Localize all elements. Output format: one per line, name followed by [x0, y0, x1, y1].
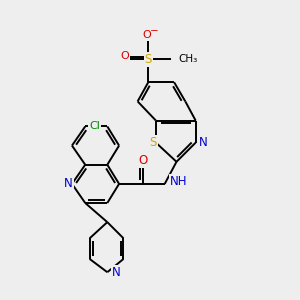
Text: O: O	[142, 30, 151, 40]
Text: O: O	[138, 154, 147, 167]
Text: O: O	[120, 51, 129, 62]
Text: N: N	[112, 266, 121, 279]
Text: CH₃: CH₃	[178, 54, 197, 64]
Text: N: N	[64, 177, 73, 190]
Text: −: −	[150, 26, 159, 36]
Text: N: N	[199, 136, 207, 149]
Text: S: S	[145, 53, 152, 66]
Text: NH: NH	[170, 175, 188, 188]
Text: Cl: Cl	[89, 122, 100, 131]
Text: S: S	[149, 136, 157, 149]
